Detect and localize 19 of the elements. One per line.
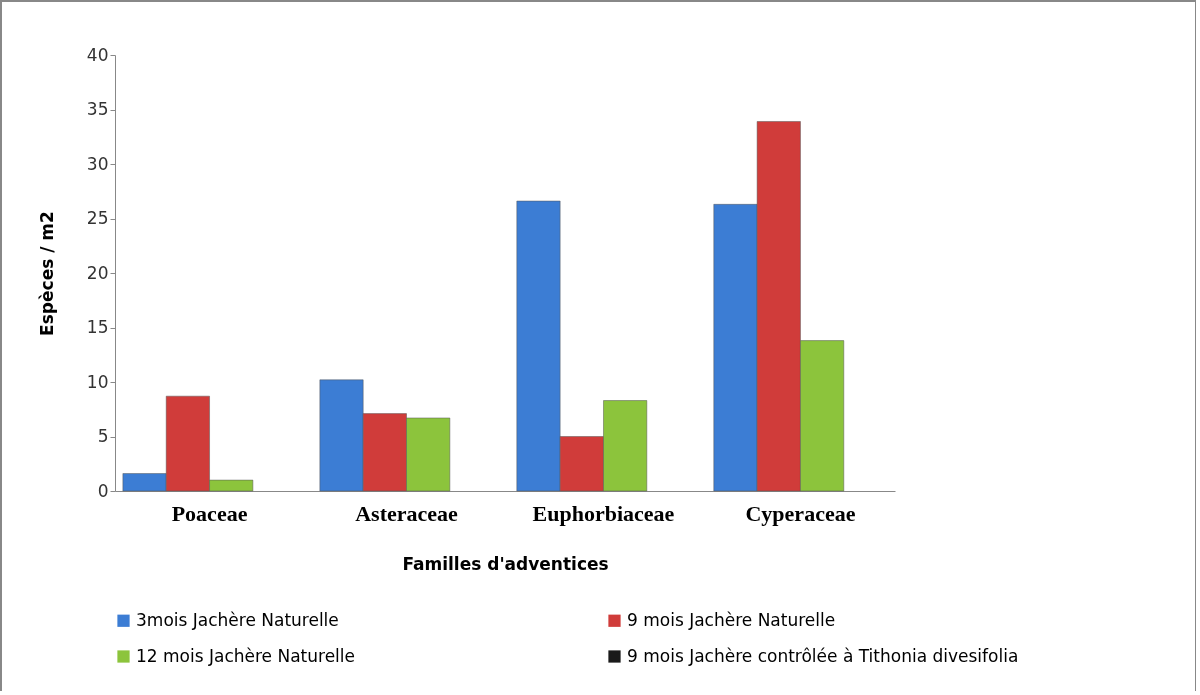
legend-label: 12 mois Jachère Naturelle [136, 645, 356, 666]
x-tick-label: Asteraceae [355, 500, 459, 526]
x-tick-label: Poaceae [171, 500, 248, 526]
y-tick-label: 20 [86, 262, 109, 283]
y-axis-title: Espèces / m2 [36, 211, 57, 336]
y-tick-label: 40 [86, 44, 109, 65]
y-tick-label: 10 [86, 371, 109, 392]
y-tick-label: 5 [97, 426, 109, 446]
y-tick-label: 0 [97, 480, 109, 501]
x-axis-title: Familles d'adventices [402, 553, 609, 574]
legend-label: 9 mois Jachère contrôlée à Tithonia divesifolia [627, 645, 1019, 666]
legend-label: 9 mois Jachère Naturelle [627, 609, 836, 630]
legend-label: 3mois Jachère Naturelle [136, 609, 339, 630]
y-tick-label: 30 [86, 153, 109, 174]
y-tick-label: 15 [86, 317, 109, 337]
x-tick-label: Cyperaceae [745, 500, 856, 526]
y-tick-label: 25 [86, 208, 109, 228]
x-tick-label: Euphorbiaceae [532, 500, 675, 526]
y-tick-label: 35 [86, 99, 109, 119]
